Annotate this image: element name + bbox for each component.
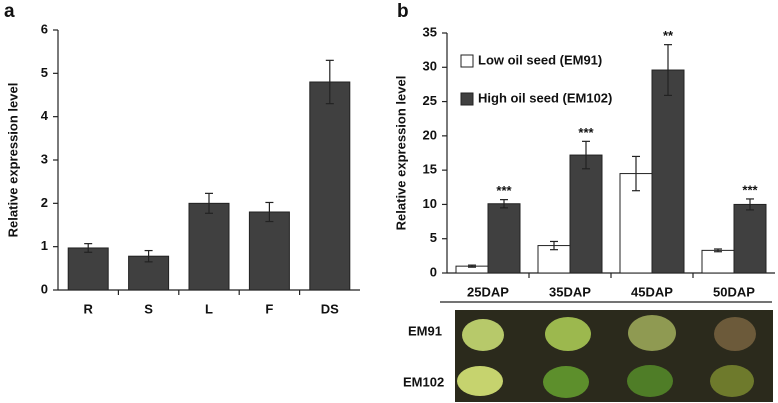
bar xyxy=(309,81,351,291)
bar xyxy=(188,202,230,291)
significance: ** xyxy=(663,28,674,43)
legend-label: Low oil seed (EM91) xyxy=(478,52,602,67)
x-tick-label: 45DAP xyxy=(631,284,673,299)
x-tick-label: L xyxy=(205,301,213,316)
seed-photo xyxy=(455,310,773,402)
panel-label: b xyxy=(397,1,409,22)
bar xyxy=(248,211,290,291)
y-tick-label: 35 xyxy=(423,24,437,39)
significance: *** xyxy=(578,125,594,140)
bar xyxy=(487,203,521,274)
panel-label: a xyxy=(4,1,15,22)
y-tick-label: 5 xyxy=(430,230,437,245)
x-tick-label: DS xyxy=(321,301,339,316)
x-tick-label: R xyxy=(84,301,94,316)
legend-label: High oil seed (EM102) xyxy=(478,90,612,105)
x-tick-label: F xyxy=(265,301,273,316)
y-tick-label: 0 xyxy=(41,281,48,296)
bar xyxy=(569,154,603,274)
legend-swatch xyxy=(460,54,474,68)
x-tick-label: 25DAP xyxy=(467,284,509,299)
x-tick-label: 35DAP xyxy=(549,284,591,299)
y-tick-label: 3 xyxy=(41,151,48,166)
x-tick-label: 50DAP xyxy=(713,284,755,299)
y-tick-label: 2 xyxy=(41,195,48,210)
error-bar xyxy=(714,248,722,253)
y-tick-label: 25 xyxy=(423,93,437,108)
y-tick-label: 1 xyxy=(41,238,48,253)
bar xyxy=(651,69,685,274)
y-tick-label: 0 xyxy=(430,264,437,279)
bar xyxy=(67,247,109,291)
photo-row-label: EM91 xyxy=(408,323,442,338)
error-bar xyxy=(205,192,213,214)
y-tick-label: 15 xyxy=(423,162,437,177)
error-bar xyxy=(500,199,508,209)
y-tick-label: 10 xyxy=(423,196,437,211)
bar xyxy=(733,203,767,274)
error-bar xyxy=(632,155,640,192)
error-bar xyxy=(550,240,558,251)
photo-row-label: EM102 xyxy=(403,374,444,389)
error-bar xyxy=(468,264,476,268)
y-tick-label: 20 xyxy=(423,127,437,142)
error-bar xyxy=(265,201,274,223)
error-bar xyxy=(746,198,754,211)
y-tick-label: 5 xyxy=(41,65,48,80)
error-bar xyxy=(84,243,93,253)
significance: *** xyxy=(742,182,758,197)
y-tick-label: 4 xyxy=(41,108,49,123)
y-tick-label: 6 xyxy=(41,21,48,36)
legend-swatch xyxy=(460,92,474,106)
y-axis-label: Relative expression level xyxy=(393,76,408,231)
significance: *** xyxy=(496,183,512,198)
error-bar xyxy=(664,44,672,97)
y-tick-label: 30 xyxy=(423,59,437,74)
bar xyxy=(701,249,735,274)
error-bar xyxy=(144,249,153,263)
x-tick-label: S xyxy=(144,301,153,316)
error-bar xyxy=(325,59,334,105)
error-bar xyxy=(582,140,590,170)
y-axis-label: Relative expression level xyxy=(5,83,20,238)
